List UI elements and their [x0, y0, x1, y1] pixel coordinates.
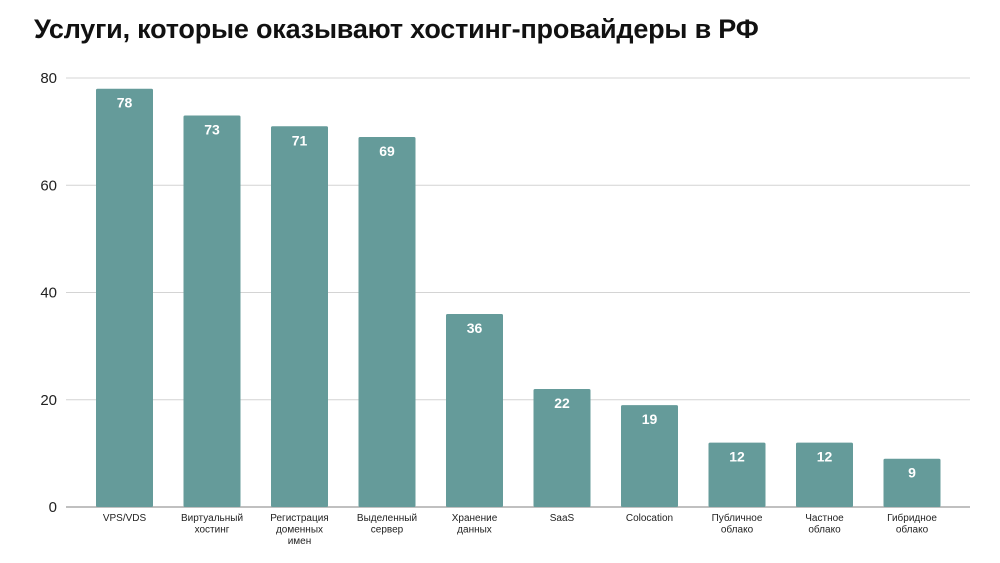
y-tick-label: 40	[40, 285, 57, 302]
x-category-label: Частное облако	[805, 513, 844, 536]
bar	[621, 405, 678, 507]
x-category-label: Виртуальный хостинг	[181, 513, 243, 536]
x-category-label: Публичное облако	[712, 512, 763, 536]
x-category-label: Регистрация доменных имен	[270, 513, 328, 547]
x-category-label: SaaS	[550, 513, 575, 524]
y-axis-ticks: 0 20 40 60 80	[40, 70, 57, 516]
x-category-label: Гибридное облако	[887, 512, 937, 536]
bar	[271, 126, 328, 507]
bar-value-label: 73	[204, 122, 220, 138]
bar	[883, 458, 941, 507]
bar	[708, 442, 766, 507]
bar-value-label: 12	[729, 449, 745, 465]
bar-value-label: 78	[117, 95, 133, 111]
x-axis-labels: VPS/VDS Виртуальный хостинг Регистрация доме…	[103, 512, 938, 547]
bar	[446, 313, 503, 507]
bar	[183, 115, 241, 507]
bar-value-label: 22	[554, 395, 570, 411]
x-category-label: VPS/VDS	[103, 513, 147, 524]
chart-title: Услуги, которые оказывают хостинг-провай…	[34, 14, 759, 44]
bar	[96, 88, 153, 507]
bar-value-label: 19	[642, 411, 658, 427]
bar-value-label: 69	[379, 143, 395, 159]
x-category-label: Colocation	[626, 513, 673, 524]
x-category-label: Хранение данных	[452, 513, 498, 536]
bar-value-label: 71	[292, 132, 308, 148]
y-tick-label: 80	[40, 70, 57, 87]
bar	[358, 136, 416, 508]
bar	[533, 389, 591, 507]
y-tick-label: 20	[40, 392, 57, 409]
y-tick-label: 60	[40, 177, 57, 194]
bar-value-label: 36	[467, 320, 483, 336]
bar-value-label: 9	[908, 465, 916, 481]
bars: 78 73 71 69 36 22 19 12 12 9	[96, 88, 941, 508]
x-category-label: Выделенный сервер	[357, 513, 417, 536]
y-tick-label: 0	[49, 499, 57, 516]
bar-value-label: 12	[817, 449, 833, 465]
bar	[796, 442, 853, 507]
